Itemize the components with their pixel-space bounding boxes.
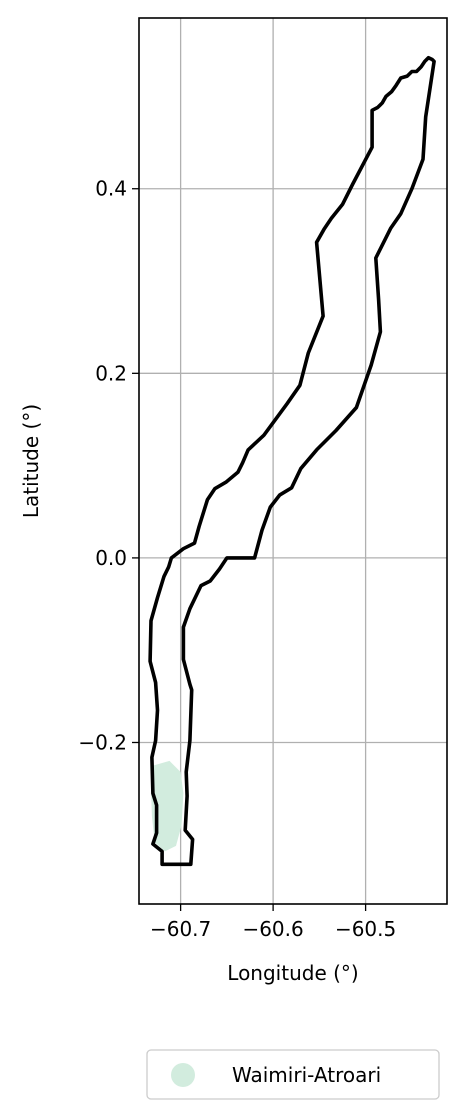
x-tick-label: −60.6 bbox=[242, 917, 303, 941]
y-axis-label: Latitude (°) bbox=[19, 404, 43, 518]
grid-lines bbox=[139, 18, 447, 904]
legend-marker bbox=[171, 1063, 195, 1087]
plot-frame bbox=[138, 17, 448, 905]
y-tick-label: 0.4 bbox=[95, 177, 127, 201]
x-axis-ticks: −60.7 −60.6 −60.5 bbox=[150, 904, 396, 941]
x-tick-label: −60.7 bbox=[150, 917, 211, 941]
y-tick-label: −0.2 bbox=[78, 730, 127, 754]
y-axis-ticks: −0.2 0.0 0.2 0.4 bbox=[78, 177, 139, 754]
y-tick-label: 0.2 bbox=[95, 361, 127, 385]
x-tick-label: −60.5 bbox=[335, 917, 396, 941]
map-shapes bbox=[148, 55, 436, 867]
y-tick-label: 0.0 bbox=[95, 546, 127, 570]
legend-box bbox=[146, 1049, 440, 1100]
legend-label: Waimiri-Atroari bbox=[232, 1063, 381, 1087]
x-axis-label: Longitude (°) bbox=[227, 961, 358, 985]
territory-boundary bbox=[148, 55, 436, 867]
legend: Waimiri-Atroari bbox=[146, 1049, 440, 1100]
waimiri-atroari-marker bbox=[151, 760, 184, 852]
